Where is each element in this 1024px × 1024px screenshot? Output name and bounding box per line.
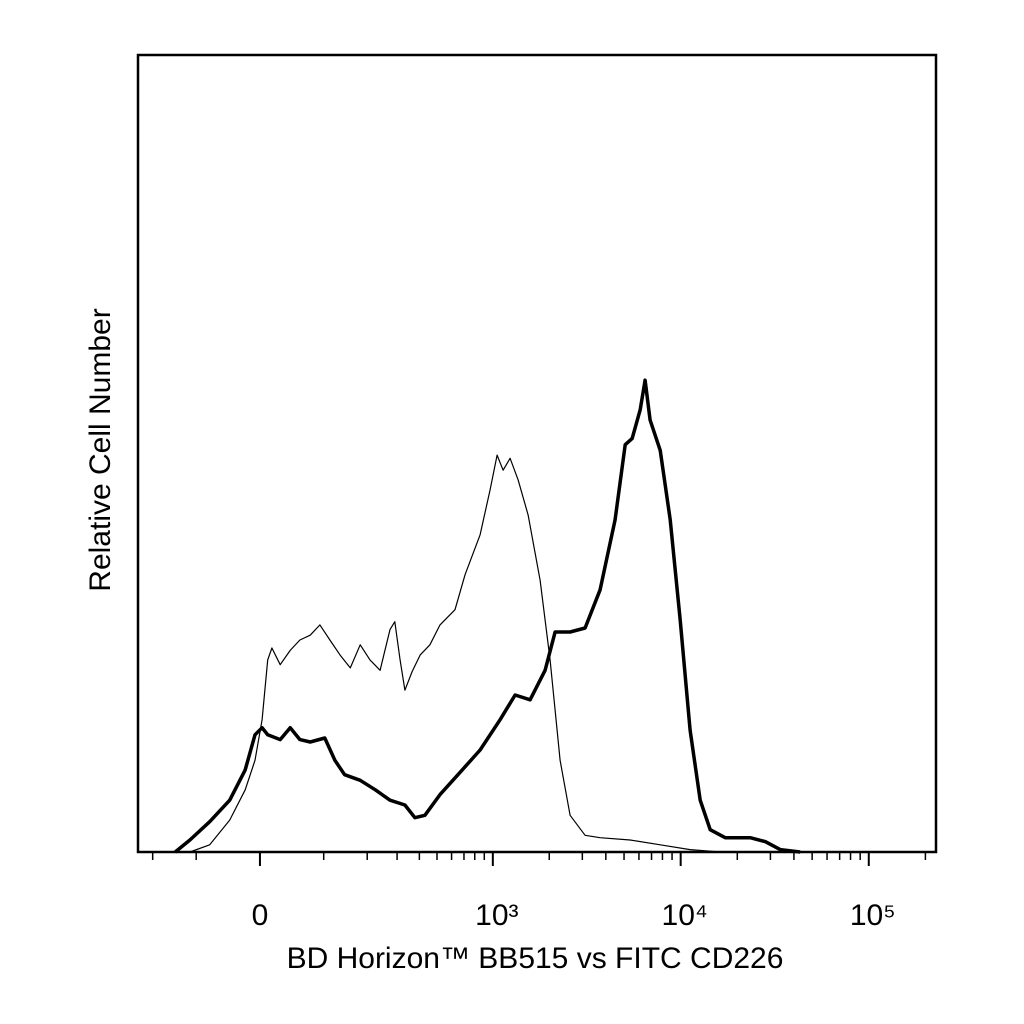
x-tick-label: 10⁴ — [662, 899, 708, 932]
x-tick-label: 10⁵ — [850, 899, 896, 932]
x-tick-label: 10³ — [475, 899, 518, 932]
histogram-line — [174, 378, 801, 854]
x-axis-title: BD Horizon™ BB515 vs FITC CD226 — [287, 942, 784, 975]
histogram-line — [189, 454, 721, 853]
y-axis-title: Relative Cell Number — [84, 308, 117, 591]
x-tick-label: 0 — [252, 899, 269, 932]
plot-frame — [136, 53, 938, 854]
